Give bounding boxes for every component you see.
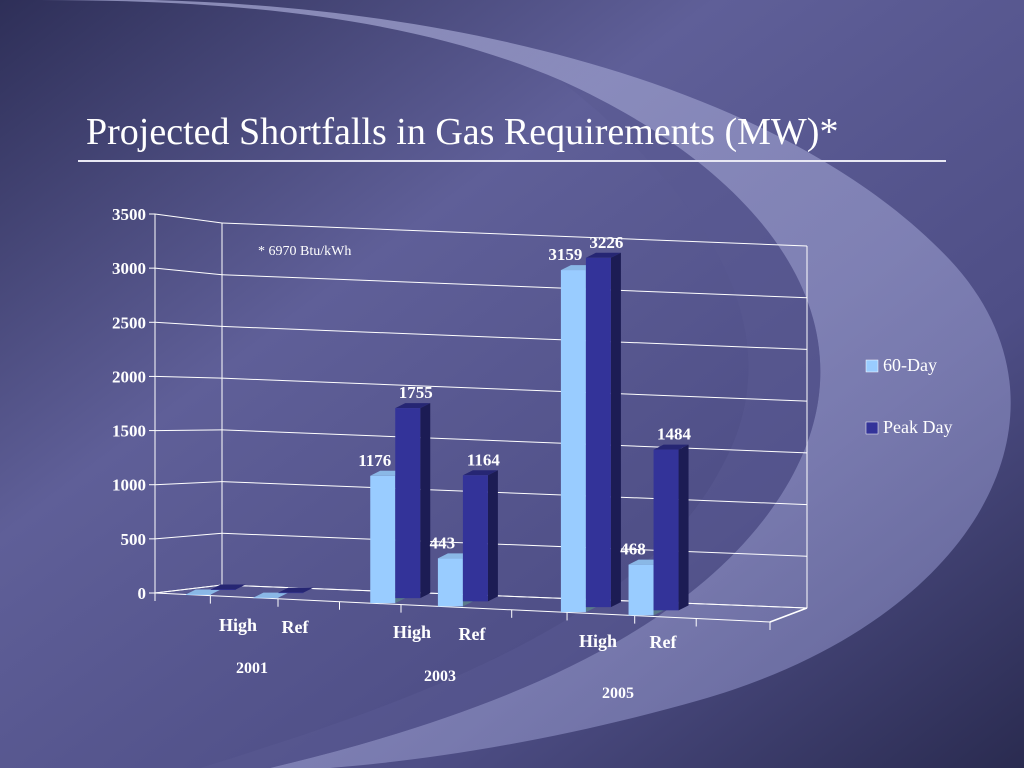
gridline	[221, 222, 808, 247]
x-category-label: Ref	[650, 632, 678, 652]
bar-peakday	[278, 592, 304, 594]
bar-top	[653, 444, 689, 450]
bar-peakday	[585, 257, 611, 608]
bar-top	[253, 592, 289, 598]
legend-swatch	[865, 421, 879, 435]
data-label: 1484	[657, 425, 692, 444]
bar-top	[395, 403, 431, 409]
data-label: 468	[620, 540, 646, 559]
data-label: 3159	[548, 245, 582, 264]
gridline-side	[154, 429, 223, 432]
bar-60day	[370, 475, 396, 604]
bar-side	[610, 252, 621, 608]
x-category-label: Ref	[459, 624, 487, 644]
bar-60day	[253, 597, 279, 599]
bar-chart: 0 500 1000 1500 2000 2500 3000 3500 1176 1755 443 1…	[112, 205, 952, 702]
y-tick-label: 1500	[112, 422, 146, 441]
bar-60day	[185, 594, 211, 595]
x-group-label: 2001	[236, 660, 268, 677]
gridline-side	[154, 584, 223, 594]
bar-peakday	[653, 449, 679, 611]
gridline	[221, 274, 808, 299]
y-tick-label: 3000	[112, 259, 146, 278]
background-swoosh	[40, 0, 1011, 768]
bar-60day	[628, 564, 654, 616]
y-tick-label: 3500	[112, 205, 146, 224]
gridline-side	[154, 375, 223, 379]
bar-top	[585, 252, 621, 258]
y-tick-label: 500	[121, 530, 147, 549]
x-group-label: 2003	[424, 668, 456, 685]
bar-side	[420, 403, 431, 599]
legend-swatch	[865, 359, 879, 373]
x-category-label: High	[393, 622, 431, 642]
gridline-side	[154, 213, 223, 224]
x-axis-depth-edge	[769, 607, 808, 623]
gridline-side	[154, 321, 223, 327]
bar-top	[210, 584, 246, 590]
gridline	[221, 325, 808, 350]
bar-60day	[560, 270, 586, 613]
data-label: 1176	[358, 451, 391, 470]
bar-60day	[437, 558, 463, 607]
bar-side	[678, 444, 689, 611]
bar-side	[487, 470, 498, 602]
gridline	[221, 584, 808, 609]
gridline	[221, 481, 808, 506]
bar-top	[278, 587, 314, 593]
data-label: 443	[430, 533, 456, 552]
data-label: 1164	[467, 450, 501, 469]
y-tick-label: 2000	[112, 367, 146, 386]
gridline	[221, 532, 808, 557]
x-category-label: High	[579, 631, 617, 651]
gridline	[221, 429, 808, 454]
bar-peakday	[210, 589, 236, 590]
bar-top	[462, 470, 498, 476]
x-category-label: Ref	[282, 617, 310, 637]
bar-peakday	[395, 408, 421, 599]
data-label: 1755	[399, 383, 433, 402]
y-tick-label: 2500	[112, 313, 146, 332]
x-category-label: High	[219, 615, 257, 635]
y-tick-label: 0	[138, 584, 147, 603]
chart-annotation: * 6970 Btu/kWh	[258, 244, 351, 259]
gridline	[221, 377, 808, 402]
y-tick-label: 1000	[112, 476, 146, 495]
bar-peakday	[462, 475, 488, 602]
bar-top	[185, 589, 221, 595]
slide-title: Projected Shortfalls in Gas Requirements…	[86, 111, 839, 153]
title-divider	[78, 160, 946, 162]
legend-label: 60-Day	[883, 355, 937, 375]
gridline-side	[154, 481, 223, 486]
x-group-label: 2005	[602, 685, 634, 702]
gridline-side	[154, 267, 223, 276]
legend-label: Peak Day	[883, 417, 952, 437]
data-label: 3226	[589, 233, 623, 252]
gridline-side	[154, 532, 223, 540]
